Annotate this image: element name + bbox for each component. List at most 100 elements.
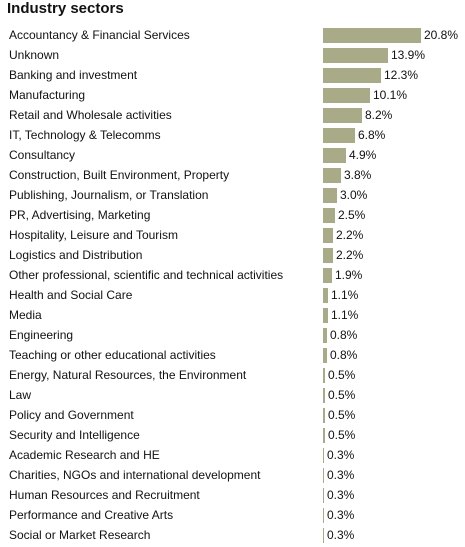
- bar-row: Other professional, scientific and techn…: [0, 265, 465, 285]
- value-label: 3.8%: [344, 168, 372, 182]
- bar: [323, 388, 325, 403]
- category-label: Human Resources and Recruitment: [9, 488, 200, 502]
- category-label: Charities, NGOs and international develo…: [9, 468, 261, 482]
- bar-row: Accountancy & Financial Services 20.8%: [0, 25, 465, 45]
- category-label: Consultancy: [9, 148, 76, 162]
- value-label: 20.8%: [424, 28, 459, 42]
- bar: [323, 88, 370, 103]
- bar-row: Manufacturing 10.1%: [0, 85, 465, 105]
- bar-row: Hospitality, Leisure and Tourism 2.2%: [0, 225, 465, 245]
- bar-row: Banking and investment 12.3%: [0, 65, 465, 85]
- bar: [323, 48, 388, 63]
- bar: [323, 268, 332, 283]
- bar: [323, 108, 362, 123]
- bar-row: Engineering 0.8%: [0, 325, 465, 345]
- category-label: Unknown: [9, 48, 60, 62]
- bar: [323, 448, 324, 463]
- bar-row: Publishing, Journalism, or Translation 3.…: [0, 185, 465, 205]
- category-label: Policy and Government: [9, 408, 134, 422]
- value-label: 12.3%: [384, 68, 419, 82]
- bar: [323, 168, 341, 183]
- bar: [323, 468, 324, 483]
- category-label: Accountancy & Financial Services: [9, 28, 190, 42]
- value-label: 2.5%: [338, 208, 366, 222]
- value-label: 8.2%: [365, 108, 393, 122]
- value-label: 0.5%: [328, 388, 356, 402]
- bar: [323, 528, 324, 543]
- value-label: 0.3%: [327, 528, 355, 542]
- value-label: 1.9%: [335, 268, 363, 282]
- chart-title: Industry sectors: [7, 0, 124, 17]
- value-label: 13.9%: [391, 48, 426, 62]
- bar: [323, 208, 335, 223]
- category-label: Performance and Creative Arts: [9, 508, 174, 522]
- category-label: Publishing, Journalism, or Translation: [9, 188, 209, 202]
- bar: [323, 428, 325, 443]
- bar-row: Consultancy 4.9%: [0, 145, 465, 165]
- value-label: 0.5%: [328, 428, 356, 442]
- bar: [323, 408, 325, 423]
- bar-row: Law 0.5%: [0, 385, 465, 405]
- value-label: 10.1%: [373, 88, 408, 102]
- value-label: 0.5%: [328, 408, 356, 422]
- category-label: Media: [9, 308, 42, 322]
- bar-row: PR, Advertising, Marketing 2.5%: [0, 205, 465, 225]
- bar-row: Retail and Wholesale activities 8.2%: [0, 105, 465, 125]
- bar-row: Policy and Government 0.5%: [0, 405, 465, 425]
- bar-row: Human Resources and Recruitment 0.3%: [0, 485, 465, 505]
- category-label: Teaching or other educational activities: [9, 348, 216, 362]
- category-label: Banking and investment: [9, 68, 138, 82]
- category-label: Academic Research and HE: [9, 448, 160, 462]
- bar: [323, 368, 325, 383]
- bar-row: Charities, NGOs and international develo…: [0, 465, 465, 485]
- value-label: 0.5%: [328, 368, 356, 382]
- category-label: IT, Technology & Telecomms: [9, 128, 161, 142]
- bar: [323, 148, 346, 163]
- bar: [323, 488, 324, 503]
- bar: [323, 188, 337, 203]
- bar: [323, 508, 324, 523]
- bar: [323, 348, 327, 363]
- value-label: 6.8%: [358, 128, 386, 142]
- value-label: 2.2%: [336, 228, 364, 242]
- category-label: Security and Intelligence: [9, 428, 140, 442]
- value-label: 0.8%: [330, 328, 358, 342]
- value-label: 4.9%: [349, 148, 377, 162]
- bar-row: Construction, Built Environment, Propert…: [0, 165, 465, 185]
- bar: [323, 28, 421, 43]
- bar-row: Media 1.1%: [0, 305, 465, 325]
- category-label: Hospitality, Leisure and Tourism: [9, 228, 178, 242]
- value-label: 0.3%: [327, 448, 355, 462]
- value-label: 1.1%: [331, 308, 359, 322]
- category-label: Manufacturing: [9, 88, 86, 102]
- value-label: 0.3%: [327, 488, 355, 502]
- bar-row: Social or Market Research 0.3%: [0, 525, 465, 545]
- bar-row: Logistics and Distribution 2.2%: [0, 245, 465, 265]
- value-label: 1.1%: [331, 288, 359, 302]
- bar-row: Teaching or other educational activities…: [0, 345, 465, 365]
- bar-row: Academic Research and HE 0.3%: [0, 445, 465, 465]
- value-label: 2.2%: [336, 248, 364, 262]
- value-label: 3.0%: [340, 188, 368, 202]
- category-label: Energy, Natural Resources, the Environme…: [9, 368, 247, 382]
- category-label: Retail and Wholesale activities: [9, 108, 172, 122]
- category-label: Health and Social Care: [9, 288, 133, 302]
- bar-row: IT, Technology & Telecomms 6.8%: [0, 125, 465, 145]
- value-label: 0.8%: [330, 348, 358, 362]
- bar-row: Energy, Natural Resources, the Environme…: [0, 365, 465, 385]
- bar-row: Performance and Creative Arts 0.3%: [0, 505, 465, 525]
- bar: [323, 228, 333, 243]
- bar-row: Security and Intelligence 0.5%: [0, 425, 465, 445]
- bar: [323, 248, 333, 263]
- bar-row: Health and Social Care 1.1%: [0, 285, 465, 305]
- bar: [323, 308, 328, 323]
- category-label: PR, Advertising, Marketing: [9, 208, 151, 222]
- bar: [323, 328, 327, 343]
- bar-row: Unknown 13.9%: [0, 45, 465, 65]
- category-label: Social or Market Research: [9, 528, 151, 542]
- bar: [323, 68, 381, 83]
- category-label: Engineering: [9, 328, 74, 342]
- bar: [323, 288, 328, 303]
- category-label: Construction, Built Environment, Propert…: [9, 168, 230, 182]
- bar: [323, 128, 355, 143]
